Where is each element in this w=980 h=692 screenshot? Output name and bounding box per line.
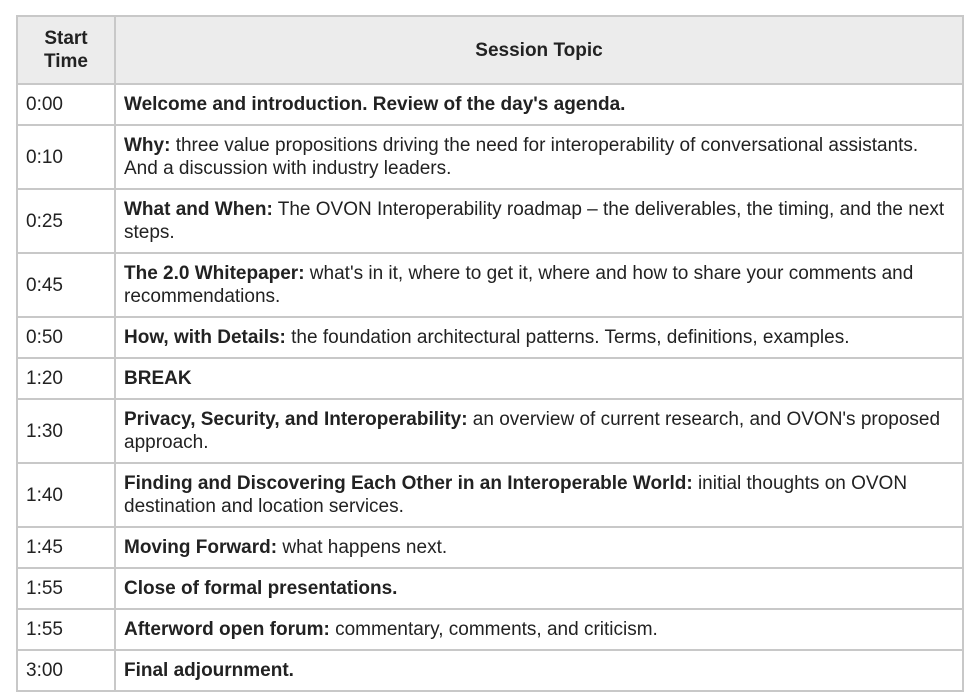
start-time-cell: 1:45 bbox=[16, 526, 116, 569]
table-row: 0:25 What and When: The OVON Interoperab… bbox=[16, 188, 964, 254]
table-row: 0:00 Welcome and introduction. Review of… bbox=[16, 83, 964, 126]
topic-title: Privacy, Security, and Interoperability: bbox=[124, 409, 468, 430]
topic-title: BREAK bbox=[124, 368, 192, 389]
start-time-cell: 1:55 bbox=[16, 567, 116, 610]
topic-description: the foundation architectural patterns. T… bbox=[285, 327, 850, 348]
start-time-cell: 0:10 bbox=[16, 124, 116, 190]
start-time-cell: 3:00 bbox=[16, 649, 116, 692]
topic-description: The OVON Interoperability roadmap – the … bbox=[124, 199, 945, 243]
table-header: Start Time Session Topic bbox=[16, 15, 964, 85]
topic-title: Welcome and introduction. Review of the … bbox=[124, 94, 626, 115]
table-row: 1:40 Finding and Discovering Each Other … bbox=[16, 462, 964, 528]
topic-title: Moving Forward: bbox=[124, 537, 278, 558]
topic-title: Close of formal presentations. bbox=[124, 578, 398, 599]
start-time-cell: 0:25 bbox=[16, 188, 116, 254]
topic-description: three value propositions driving the nee… bbox=[124, 135, 919, 179]
table-row: 1:30 Privacy, Security, and Interoperabi… bbox=[16, 398, 964, 464]
topic-title: What and When: bbox=[124, 199, 273, 220]
start-time-cell: 0:45 bbox=[16, 252, 116, 318]
start-time-header: Start Time bbox=[16, 15, 116, 85]
header-row: Start Time Session Topic bbox=[16, 15, 964, 85]
session-topic-cell: Close of formal presentations. bbox=[114, 567, 964, 610]
session-topic-header: Session Topic bbox=[114, 15, 964, 85]
topic-title: Finding and Discovering Each Other in an… bbox=[124, 473, 693, 494]
table-row: 0:10 Why: three value propositions drivi… bbox=[16, 124, 964, 190]
session-topic-cell: Final adjournment. bbox=[114, 649, 964, 692]
table-row: 0:45 The 2.0 Whitepaper: what's in it, w… bbox=[16, 252, 964, 318]
start-time-cell: 1:40 bbox=[16, 462, 116, 528]
table-row: 1:55 Close of formal presentations. bbox=[16, 567, 964, 610]
start-time-cell: 0:00 bbox=[16, 83, 116, 126]
table-row: 3:00 Final adjournment. bbox=[16, 649, 964, 692]
start-time-cell: 1:55 bbox=[16, 608, 116, 651]
topic-title: Final adjournment. bbox=[124, 660, 294, 681]
session-topic-cell: Moving Forward: what happens next. bbox=[114, 526, 964, 569]
session-topic-cell: The 2.0 Whitepaper: what's in it, where … bbox=[114, 252, 964, 318]
session-topic-cell: BREAK bbox=[114, 357, 964, 400]
session-topic-cell: Why: three value propositions driving th… bbox=[114, 124, 964, 190]
agenda-table: Start Time Session Topic 0:00 Welcome an… bbox=[16, 15, 964, 692]
topic-title: How, with Details: bbox=[124, 327, 286, 348]
table-row: 1:45 Moving Forward: what happens next. bbox=[16, 526, 964, 569]
table-row: 0:50 How, with Details: the foundation a… bbox=[16, 316, 964, 359]
topic-description: an overview of current research, and OVO… bbox=[124, 409, 941, 453]
session-topic-cell: Welcome and introduction. Review of the … bbox=[114, 83, 964, 126]
topic-title: Afterword open forum: bbox=[124, 619, 330, 640]
start-time-cell: 0:50 bbox=[16, 316, 116, 359]
topic-description: what's in it, where to get it, where and… bbox=[124, 263, 914, 307]
topic-description: initial thoughts on OVON destination and… bbox=[124, 473, 908, 517]
topic-description: what happens next. bbox=[277, 537, 448, 558]
session-topic-cell: What and When: The OVON Interoperability… bbox=[114, 188, 964, 254]
table-row: 1:20 BREAK bbox=[16, 357, 964, 400]
start-time-cell: 1:30 bbox=[16, 398, 116, 464]
topic-title: Why: bbox=[124, 135, 171, 156]
topic-title: The 2.0 Whitepaper: bbox=[124, 263, 305, 284]
session-topic-cell: Privacy, Security, and Interoperability:… bbox=[114, 398, 964, 464]
start-time-cell: 1:20 bbox=[16, 357, 116, 400]
session-topic-cell: Finding and Discovering Each Other in an… bbox=[114, 462, 964, 528]
session-topic-cell: How, with Details: the foundation archit… bbox=[114, 316, 964, 359]
session-topic-cell: Afterword open forum: commentary, commen… bbox=[114, 608, 964, 651]
table-body: 0:00 Welcome and introduction. Review of… bbox=[16, 83, 964, 692]
topic-description: commentary, comments, and criticism. bbox=[329, 619, 658, 640]
table-row: 1:55 Afterword open forum: commentary, c… bbox=[16, 608, 964, 651]
